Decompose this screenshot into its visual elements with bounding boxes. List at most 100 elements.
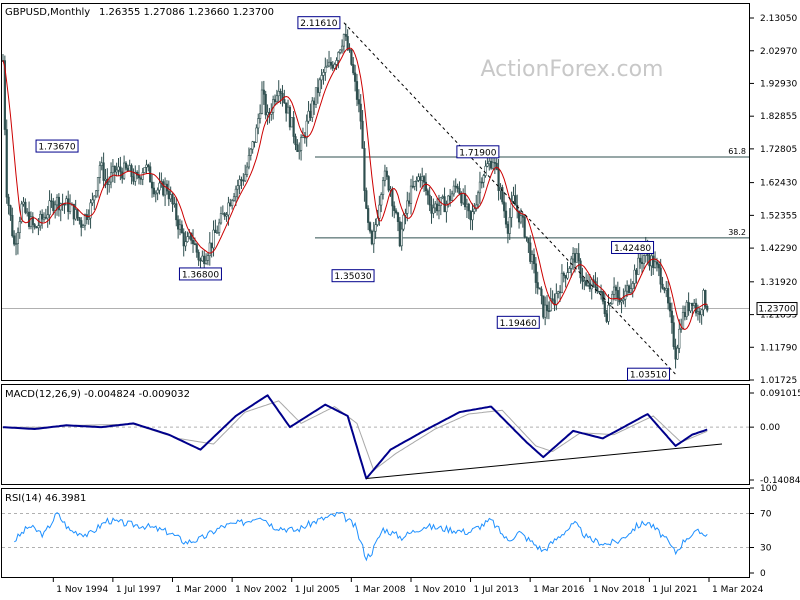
candle-body [687, 301, 690, 312]
candle-body [93, 195, 96, 201]
candle-body [50, 200, 53, 203]
fib-level-label: 61.8 [728, 147, 746, 156]
candle-body [206, 255, 210, 261]
price-annotation-box [297, 16, 341, 30]
candle-body [331, 64, 334, 69]
price-y-tick-label: 1.52355 [760, 211, 797, 221]
candle-body [14, 243, 18, 245]
candle-body [428, 194, 431, 206]
price-annotation-label: 1.36800 [182, 270, 219, 280]
candle-body [104, 178, 107, 181]
candle-body [532, 254, 536, 265]
x-axis-tick-label: 1 Mar 2000 [175, 585, 227, 595]
candle-body [245, 166, 249, 175]
candle-body [272, 99, 275, 113]
candle-body [180, 224, 183, 233]
candle-body [162, 181, 165, 196]
candle-body [37, 225, 40, 229]
price-annotation-label: 1.03510 [630, 371, 667, 381]
candle-body [82, 225, 85, 228]
candle-body [137, 174, 141, 179]
price-annotation-label: 2.11610 [300, 19, 337, 29]
candle-body [506, 223, 509, 234]
candle-body [596, 287, 599, 292]
candle-body [456, 186, 459, 189]
candle-body [225, 214, 228, 217]
rsi-series [2, 511, 749, 562]
price-annotation-box [35, 139, 79, 153]
candle-body [292, 117, 295, 137]
candle-body [177, 219, 180, 230]
rsi-y-tick-label: 30 [760, 544, 772, 554]
candle-body [503, 201, 506, 212]
candle-body [484, 165, 487, 176]
candle-body [273, 99, 277, 103]
candle-body [421, 176, 424, 181]
candle-body [240, 179, 243, 181]
candle-body [26, 211, 29, 214]
candle-body [158, 182, 161, 191]
x-axis-tick-label: 1 Nov 1994 [56, 585, 108, 595]
candle-body [324, 66, 327, 73]
candle-body [542, 295, 545, 318]
candle-body [435, 203, 439, 212]
candle-body [39, 214, 42, 227]
candle-body [419, 176, 422, 181]
candle-body [400, 228, 403, 247]
candle-body [275, 95, 278, 103]
moving-average [2, 47, 708, 330]
candle-body [510, 201, 513, 218]
candle-body [108, 181, 111, 185]
candle-body [417, 176, 420, 181]
candle-body [16, 232, 20, 244]
price-annotation-box [331, 269, 375, 283]
candle-body [367, 208, 370, 223]
candle-body [445, 203, 448, 213]
candle-body [374, 224, 377, 232]
rsi-panel-frame [1, 488, 750, 578]
candle-body [640, 261, 644, 264]
candle-body [540, 288, 543, 297]
candle-body [612, 286, 616, 295]
candle-body [208, 242, 211, 256]
candle-body [316, 87, 319, 93]
candle-body [173, 203, 176, 205]
candle-body [178, 224, 182, 230]
candle-body [378, 204, 381, 219]
axis-labels: 2.13050 2.02970 1.92930 1.82855 1.72805 1.624… [52, 14, 800, 595]
candle-body [659, 267, 662, 285]
candle-body [534, 263, 537, 283]
candle-body [143, 167, 146, 173]
candle-body [314, 87, 318, 105]
candle-body [667, 288, 670, 304]
candle-body [227, 202, 230, 216]
candle-body [44, 216, 47, 219]
candle-body [577, 253, 580, 262]
candle-body [59, 203, 62, 211]
candle-body [579, 260, 582, 279]
candle-body [238, 179, 241, 186]
macd-y-tick-label: -0.140843 [760, 476, 800, 486]
candle-body [637, 257, 640, 275]
candle-body [663, 287, 666, 291]
candle-body [476, 192, 480, 206]
candle-body [674, 346, 677, 360]
candle-body [18, 221, 21, 233]
candle-body [622, 298, 625, 301]
candle-body [186, 236, 189, 242]
candle-body [685, 301, 688, 318]
candle-body [372, 230, 375, 245]
candle-body [259, 113, 262, 119]
price-overlays: 1.73670 1.36800 2.11610 1.35030 1.71900 1.194… [35, 16, 676, 381]
candle-body [598, 290, 601, 293]
candle-body [415, 180, 418, 182]
candle-body [564, 275, 567, 279]
candle-body [424, 181, 428, 191]
candle-body [635, 269, 638, 275]
candle-body [385, 170, 388, 177]
rsi-y-tick-label: 70 [760, 510, 772, 520]
candle-body [560, 272, 564, 293]
candle-body [231, 200, 234, 207]
candle-body [152, 187, 156, 195]
candle-body [244, 174, 247, 182]
